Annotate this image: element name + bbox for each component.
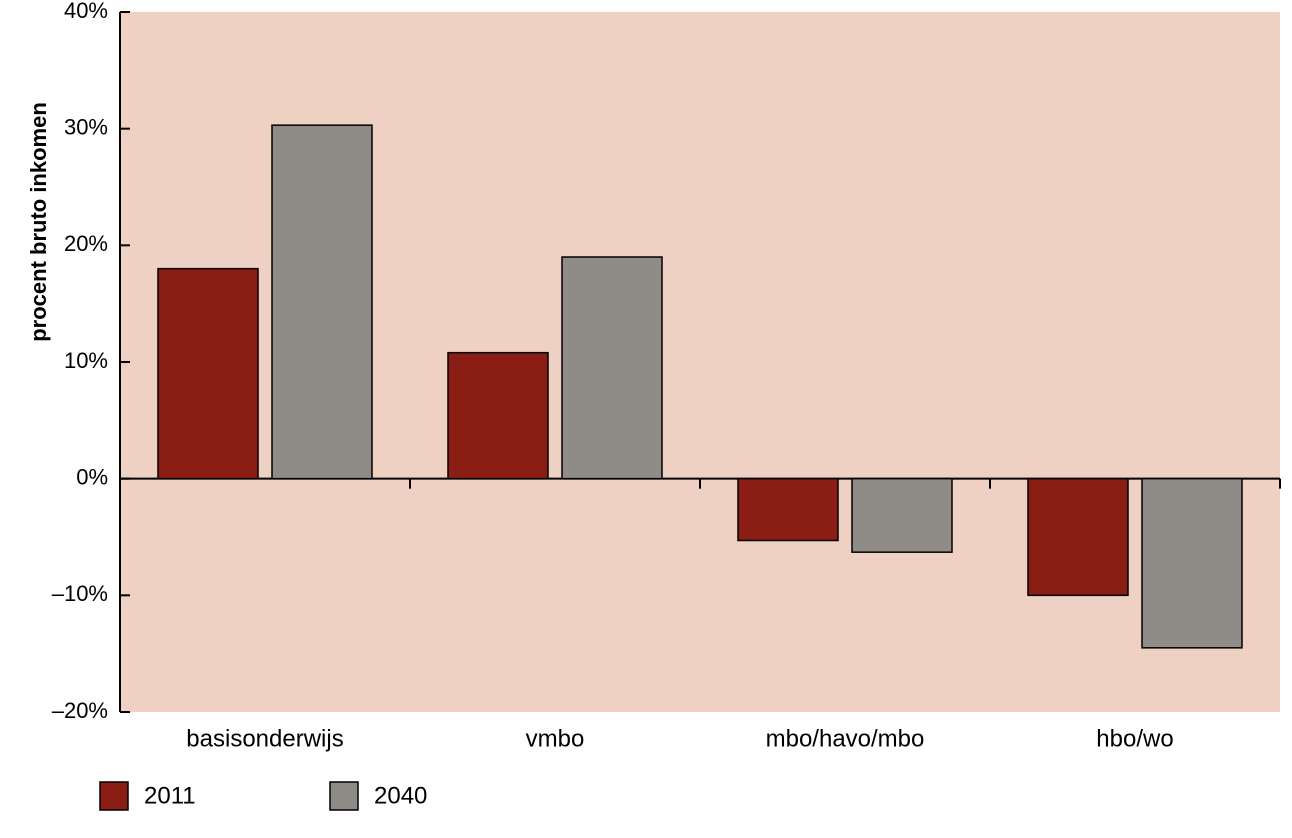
- bar-2011: [448, 353, 548, 479]
- bar-2040: [562, 257, 662, 479]
- category-label: basisonderwijs: [186, 725, 343, 752]
- y-tick-label: –20%: [52, 698, 108, 723]
- legend-swatch-2040: [330, 782, 358, 810]
- category-label: vmbo: [526, 725, 585, 752]
- legend-label: 2040: [374, 782, 427, 809]
- legend-label: 2011: [144, 782, 196, 809]
- legend-swatch-2011: [100, 782, 128, 810]
- y-axis-title: procent bruto inkomen: [26, 102, 51, 342]
- y-tick-label: 20%: [64, 231, 108, 256]
- y-tick-label: –10%: [52, 581, 108, 606]
- bar-2040: [1142, 479, 1242, 648]
- y-tick-label: 10%: [64, 348, 108, 373]
- bar-2011: [738, 479, 838, 541]
- bar-2011: [158, 269, 258, 479]
- category-label: hbo/wo: [1096, 725, 1173, 752]
- y-tick-label: 30%: [64, 114, 108, 139]
- category-label: mbo/havo/mbo: [766, 725, 925, 752]
- y-tick-label: 0%: [76, 464, 108, 489]
- bar-chart: –20% –10% 0% 10% 20% 30% 40% procent bruto inko…: [0, 0, 1292, 838]
- bar-2040: [852, 479, 952, 552]
- y-tick-label: 40%: [64, 0, 108, 23]
- bar-2040: [272, 125, 372, 479]
- bar-2011: [1028, 479, 1128, 596]
